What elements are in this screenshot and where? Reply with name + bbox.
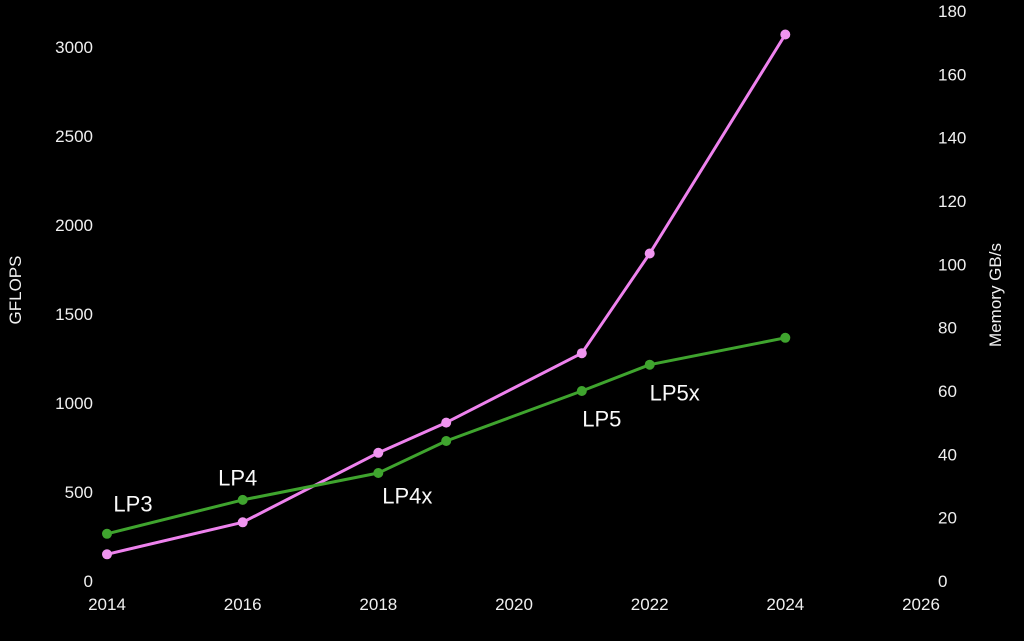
y-left-tick-label: 1000 [55,394,93,413]
annotation-label-lp4: LP4 [218,466,257,491]
y-right-tick-label: 160 [938,65,966,84]
annotation-label-lp5: LP5 [582,407,621,432]
data-point-gflops-2022 [644,248,655,259]
y-left-tick-label: 3000 [55,38,93,57]
y-left-tick-label: 0 [84,572,93,591]
annotation-label-lp4x: LP4x [382,484,432,509]
data-point-memory-gb-s-2014 [102,528,112,539]
y-left-tick-label: 2500 [55,127,93,146]
data-point-memory-gb-s-2016 [237,494,248,505]
data-point-memory-gb-s-2022 [644,359,655,370]
x-tick-label: 2024 [766,595,804,614]
data-point-gflops-2019 [441,417,452,428]
annotation-label-lp5x: LP5x [650,380,700,405]
data-point-memory-gb-s-2021 [576,386,587,396]
annotation-label-lp3: LP3 [113,492,152,517]
data-point-memory-gb-s-2018 [373,468,384,478]
x-tick-label: 2026 [902,595,940,614]
y-right-tick-label: 0 [938,572,947,591]
y-right-tick-label: 120 [938,192,966,211]
y-left-tick-label: 2000 [55,216,93,235]
y-right-tick-label: 20 [938,509,957,528]
data-point-gflops-2016 [237,517,248,528]
y-right-tick-label: 140 [938,129,966,148]
data-point-gflops-2024 [780,29,791,40]
x-tick-label: 2016 [224,595,262,614]
y-right-tick-label: 60 [938,382,957,401]
y-left-tick-label: 500 [65,483,93,502]
y-left-tick-label: 1500 [55,305,93,324]
data-point-memory-gb-s-2019 [441,436,452,446]
x-tick-label: 2018 [359,595,397,614]
data-point-gflops-2021 [576,348,587,359]
x-tick-label: 2014 [88,595,126,614]
data-point-gflops-2018 [373,447,384,458]
y-right-tick-label: 80 [938,319,957,338]
y-right-tick-label: 180 [938,2,966,21]
x-tick-label: 2020 [495,595,533,614]
y-right-tick-label: 100 [938,255,966,274]
x-tick-label: 2022 [631,595,669,614]
y-right-tick-label: 40 [938,445,957,464]
right-axis-title: Memory GB/s [986,243,1005,347]
data-point-gflops-2014 [102,549,112,560]
data-point-memory-gb-s-2024 [780,332,791,343]
left-axis-title: GFLOPS [6,256,25,325]
